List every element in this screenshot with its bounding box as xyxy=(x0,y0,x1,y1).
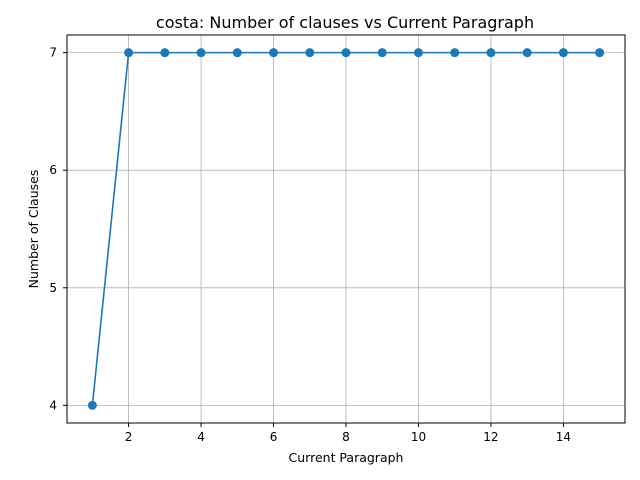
series-layer xyxy=(87,48,605,410)
data-point xyxy=(196,48,206,58)
data-point xyxy=(450,48,460,58)
axis-ticks: 2 4 6 8 10 12 14 4 5 6 7 xyxy=(49,46,571,444)
data-point xyxy=(595,48,605,58)
data-point xyxy=(377,48,387,58)
data-point xyxy=(160,48,170,58)
x-axis-label: Current Paragraph xyxy=(289,450,404,465)
data-point xyxy=(522,48,532,58)
data-point xyxy=(413,48,423,58)
data-point xyxy=(269,48,279,58)
x-tick-label: 8 xyxy=(342,430,350,444)
x-tick-label: 4 xyxy=(197,430,205,444)
x-tick-label: 14 xyxy=(556,430,571,444)
y-tick-label: 4 xyxy=(49,398,57,412)
data-point xyxy=(232,48,242,58)
y-tick-label: 6 xyxy=(49,163,57,177)
data-point xyxy=(87,400,97,410)
y-tick-label: 7 xyxy=(49,46,57,60)
x-tick-label: 12 xyxy=(483,430,498,444)
chart-title: costa: Number of clauses vs Current Para… xyxy=(156,13,534,32)
plot-frame xyxy=(66,34,626,424)
data-point xyxy=(341,48,351,58)
y-tick-label: 5 xyxy=(49,281,57,295)
y-axis-label: Number of Clauses xyxy=(26,170,41,289)
x-tick-label: 2 xyxy=(125,430,133,444)
data-point xyxy=(558,48,568,58)
data-point xyxy=(305,48,315,58)
data-point xyxy=(124,48,134,58)
x-tick-label: 10 xyxy=(411,430,426,444)
x-tick-label: 6 xyxy=(270,430,278,444)
data-point xyxy=(486,48,496,58)
grid-lines xyxy=(67,35,625,423)
